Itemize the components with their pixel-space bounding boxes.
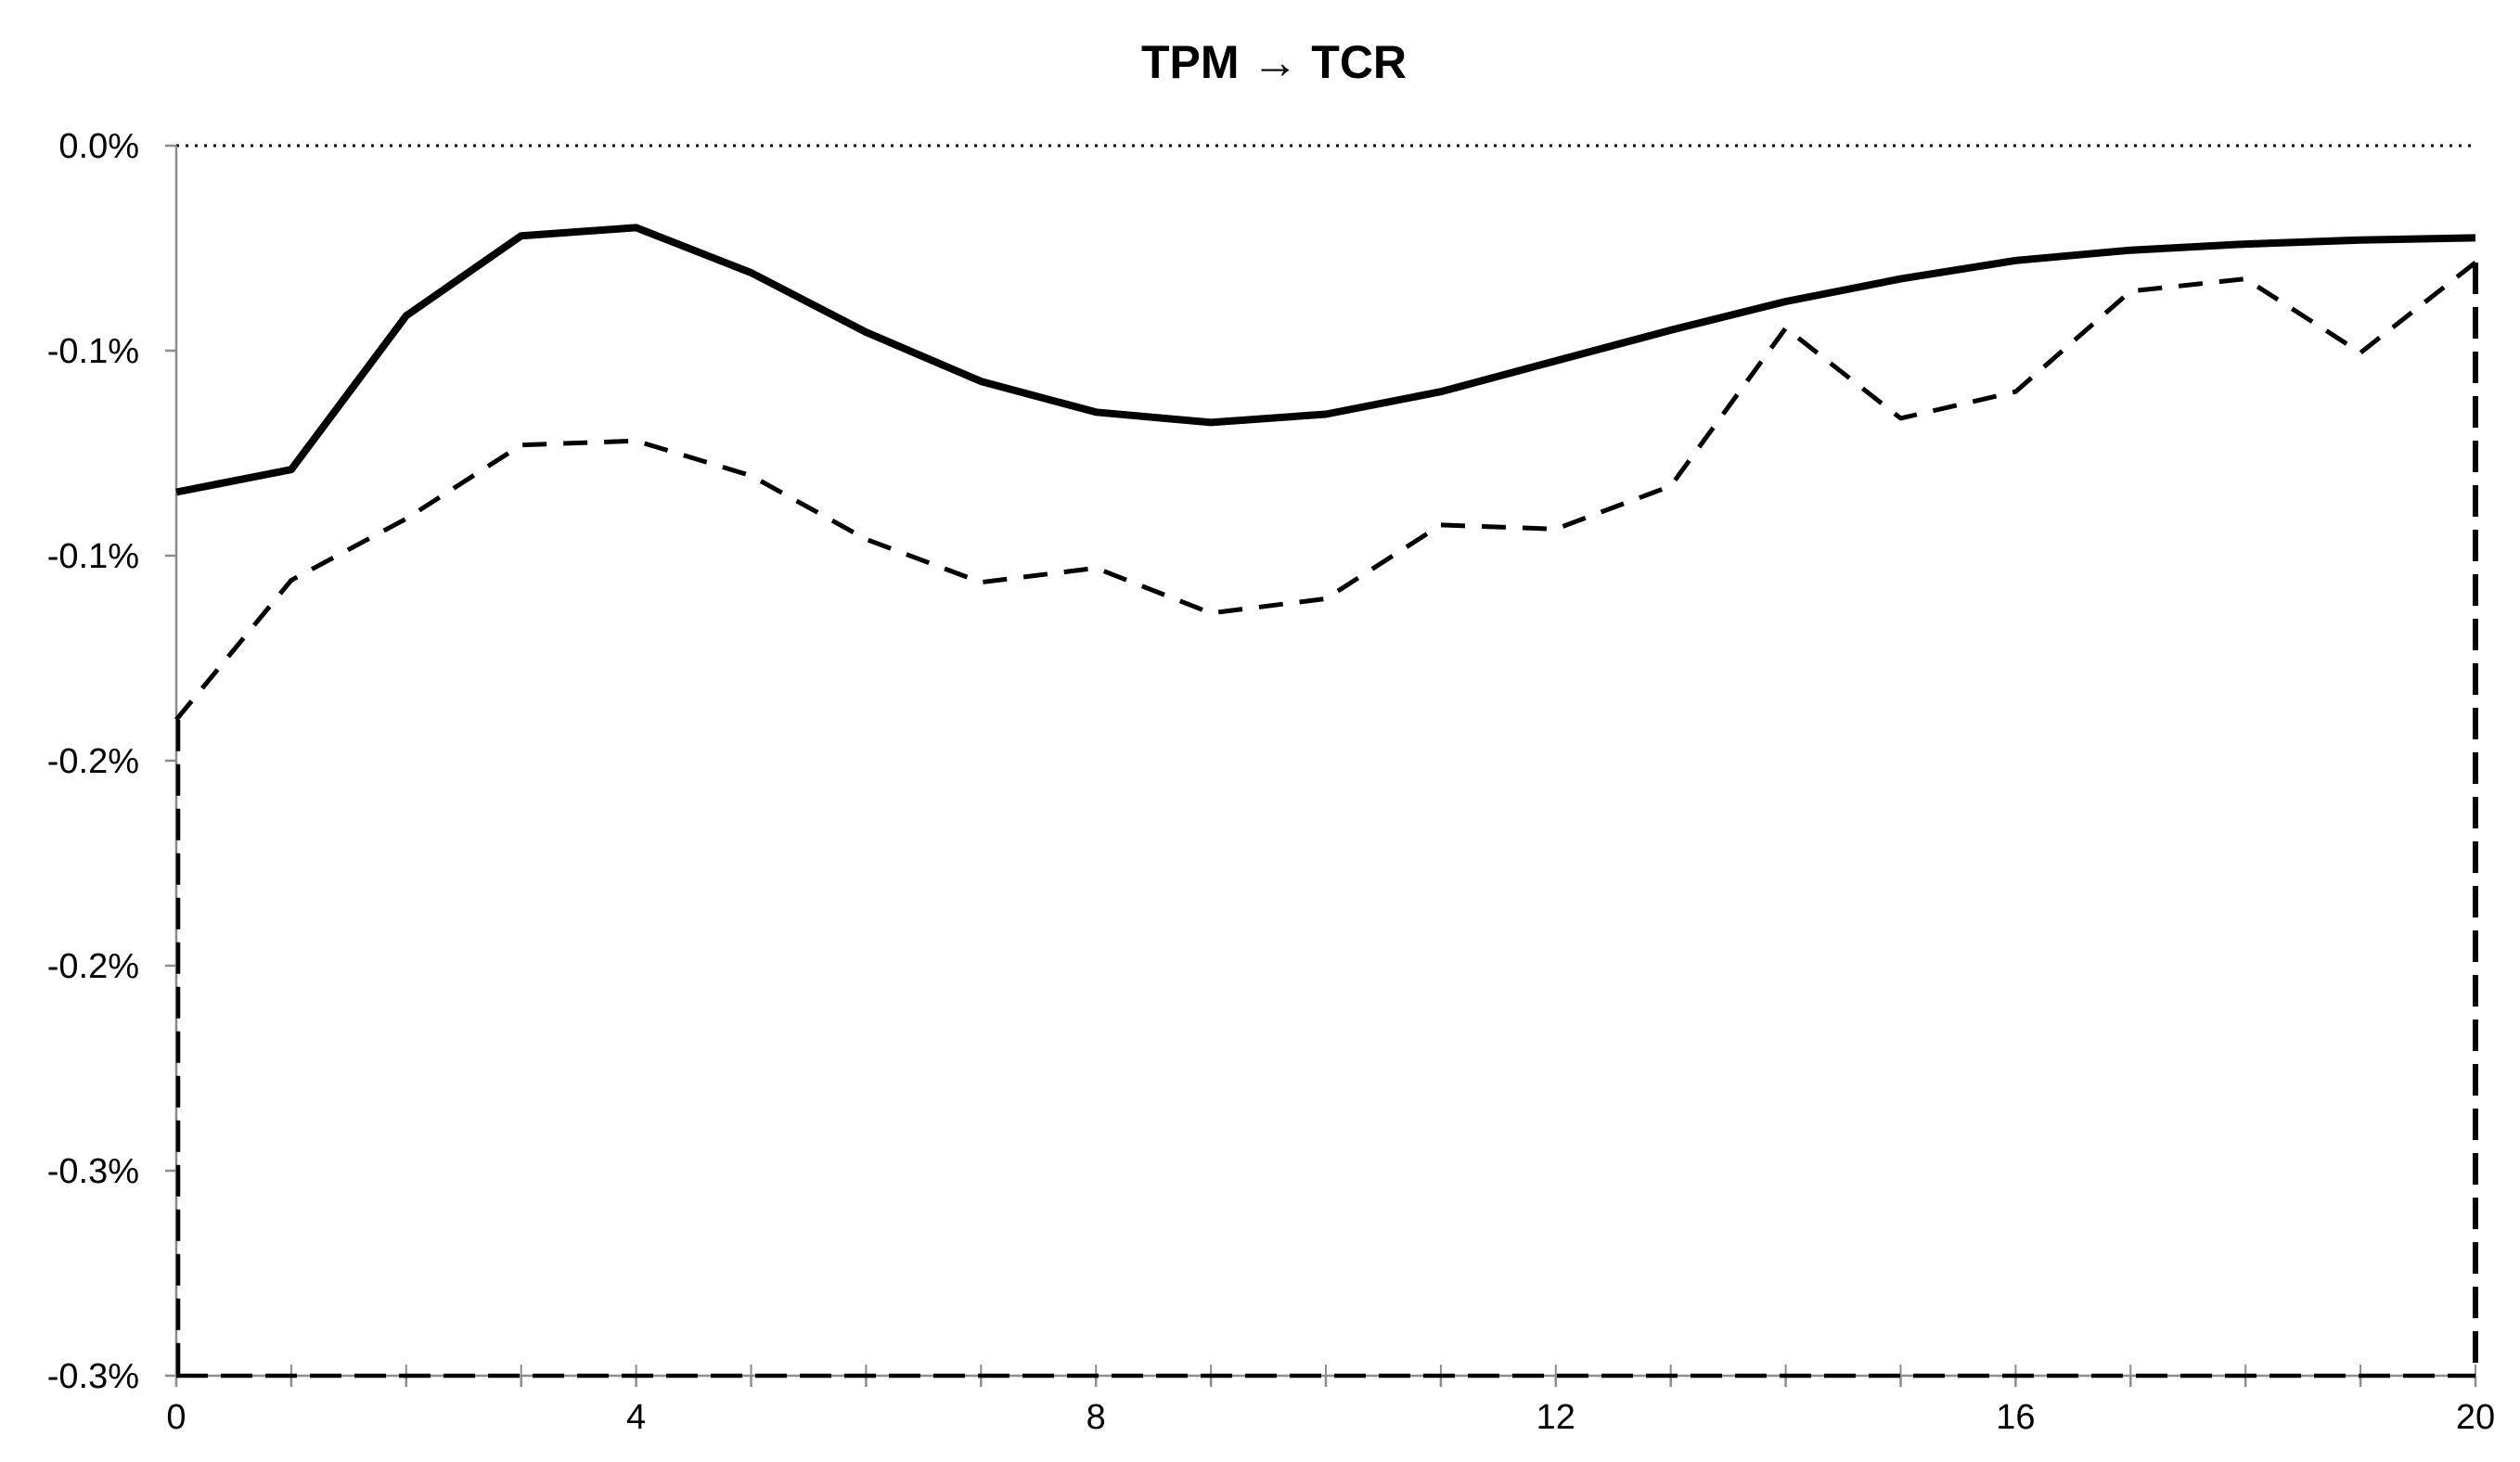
y-tick-label: -0.2% [47, 947, 139, 986]
y-tick-label: -0.1% [47, 332, 139, 371]
y-tick-label: -0.3% [47, 1357, 139, 1396]
chart-title: TPM → TCR [1141, 36, 1407, 88]
x-tick-label: 0 [166, 1398, 186, 1437]
y-tick-label: -0.3% [47, 1152, 139, 1191]
x-tick-label: 16 [1996, 1398, 2035, 1437]
y-tick-label: -0.1% [47, 537, 139, 576]
x-tick-label: 8 [1086, 1398, 1106, 1437]
x-tick-label: 4 [626, 1398, 646, 1437]
plot-area: 0.0% -0.1% -0.1% -0.2% -0.2% -0.3% -0.3% 0 4 8 12 1… [47, 127, 2495, 1437]
x-tick-label: 20 [2456, 1398, 2495, 1437]
series-line-1 [175, 224, 2476, 496]
y-tick-label: -0.2% [47, 742, 139, 781]
x-tick-label: 12 [1536, 1398, 1575, 1437]
y-tick-label: 0.0% [58, 127, 139, 166]
series-line-2 [174, 261, 2477, 722]
